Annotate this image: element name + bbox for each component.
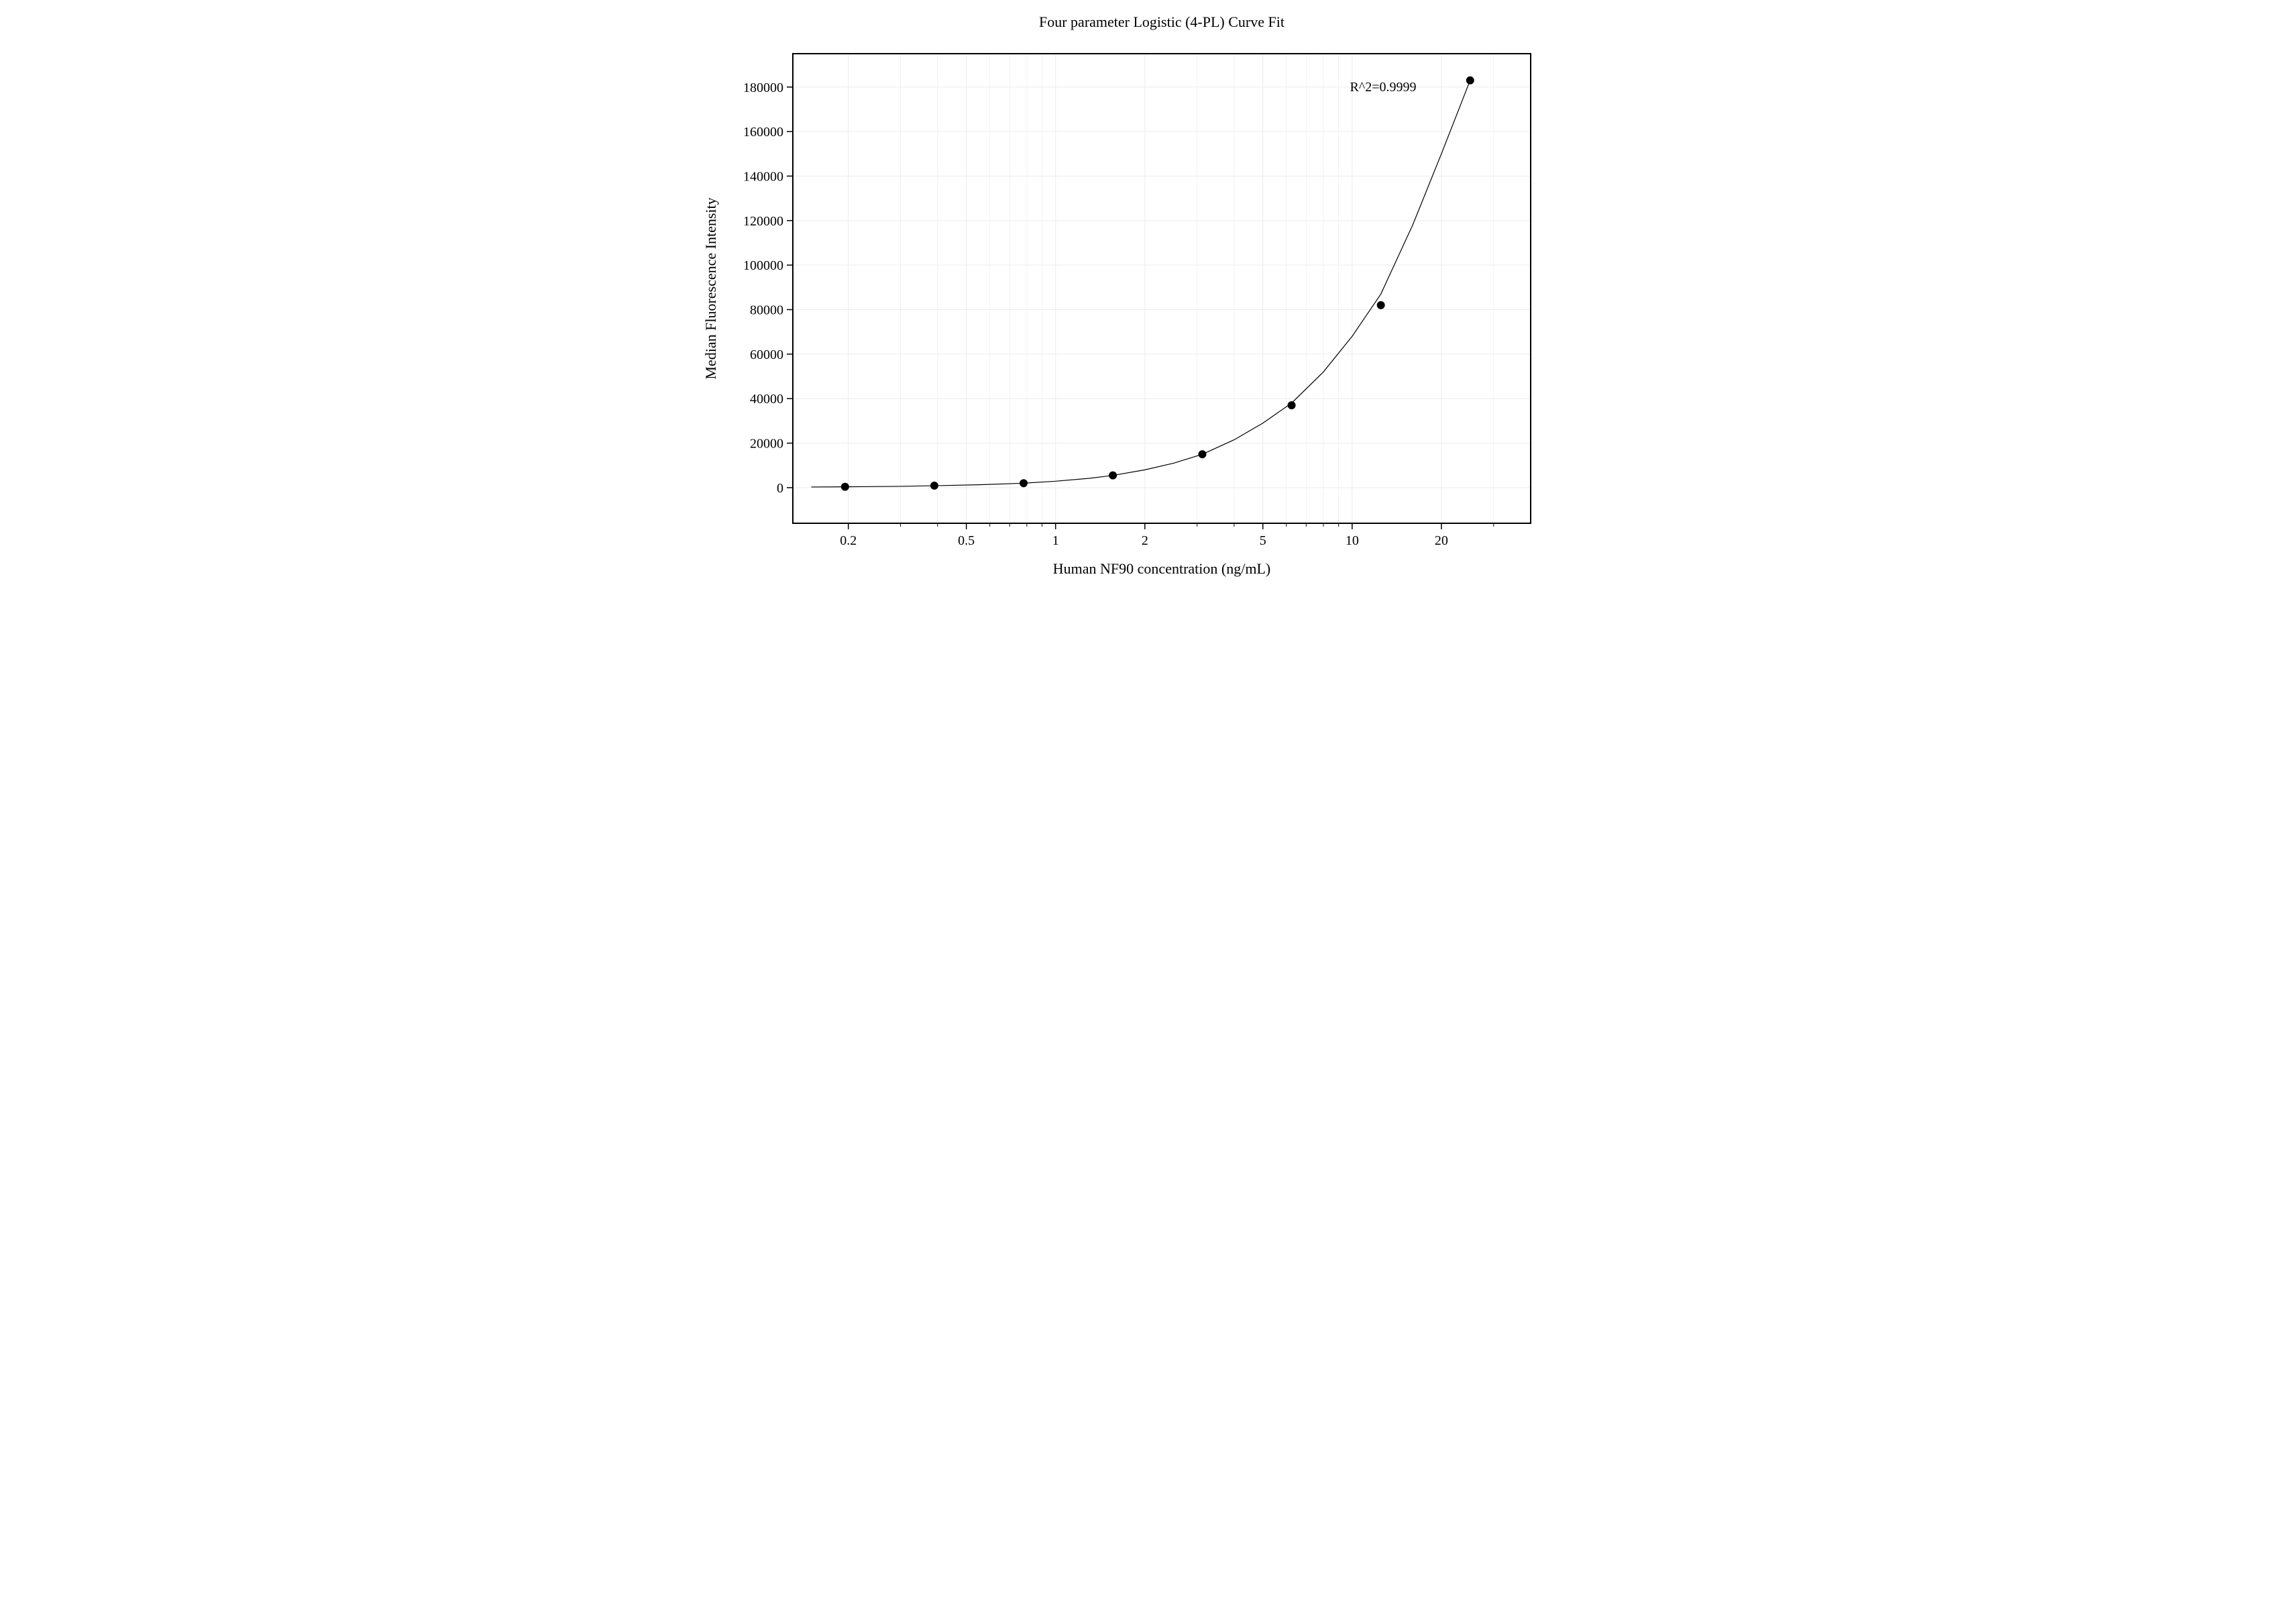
y-tick-label: 0 [777,481,783,496]
y-tick-label: 160000 [743,125,783,140]
data-point [1376,301,1384,309]
data-point [930,482,938,490]
r-squared-annotation: R^2=0.9999 [1350,80,1416,95]
chart-container: 0.2 0.5 1 2 5 10 20 0 20000 40000 60000 80000 100000… [679,0,1618,656]
y-tick-label: 140000 [743,169,783,184]
chart-svg: 0.2 0.5 1 2 5 10 20 0 20000 40000 60000 80000 100000… [679,0,1618,656]
data-point [1287,401,1295,409]
x-tick-label: 10 [1345,533,1358,548]
x-tick-label: 5 [1259,533,1266,548]
x-axis-label: Human NF90 concentration (ng/mL) [1052,560,1270,577]
y-axis-label: Median Fluorescence Intensity [702,197,719,379]
y-tick-label: 40000 [750,392,783,407]
y-tick-label: 20000 [750,437,783,451]
x-tick-label: 20 [1434,533,1447,548]
x-tick-label: 2 [1141,533,1148,548]
data-point [1109,472,1117,480]
y-tick-label: 120000 [743,214,783,229]
y-tick-label: 100000 [743,258,783,273]
data-point [1020,479,1028,487]
chart-title: Four parameter Logistic (4-PL) Curve Fit [1039,13,1284,30]
y-tick-label: 180000 [743,81,783,95]
y-tick-label: 80000 [750,303,783,318]
data-point [1466,76,1474,85]
x-tick-label: 0.5 [958,533,975,548]
data-point [1198,450,1206,458]
x-tick-label: 0.2 [840,533,857,548]
x-tick-label: 1 [1052,533,1058,548]
y-tick-label: 60000 [750,347,783,362]
data-point [840,483,849,491]
